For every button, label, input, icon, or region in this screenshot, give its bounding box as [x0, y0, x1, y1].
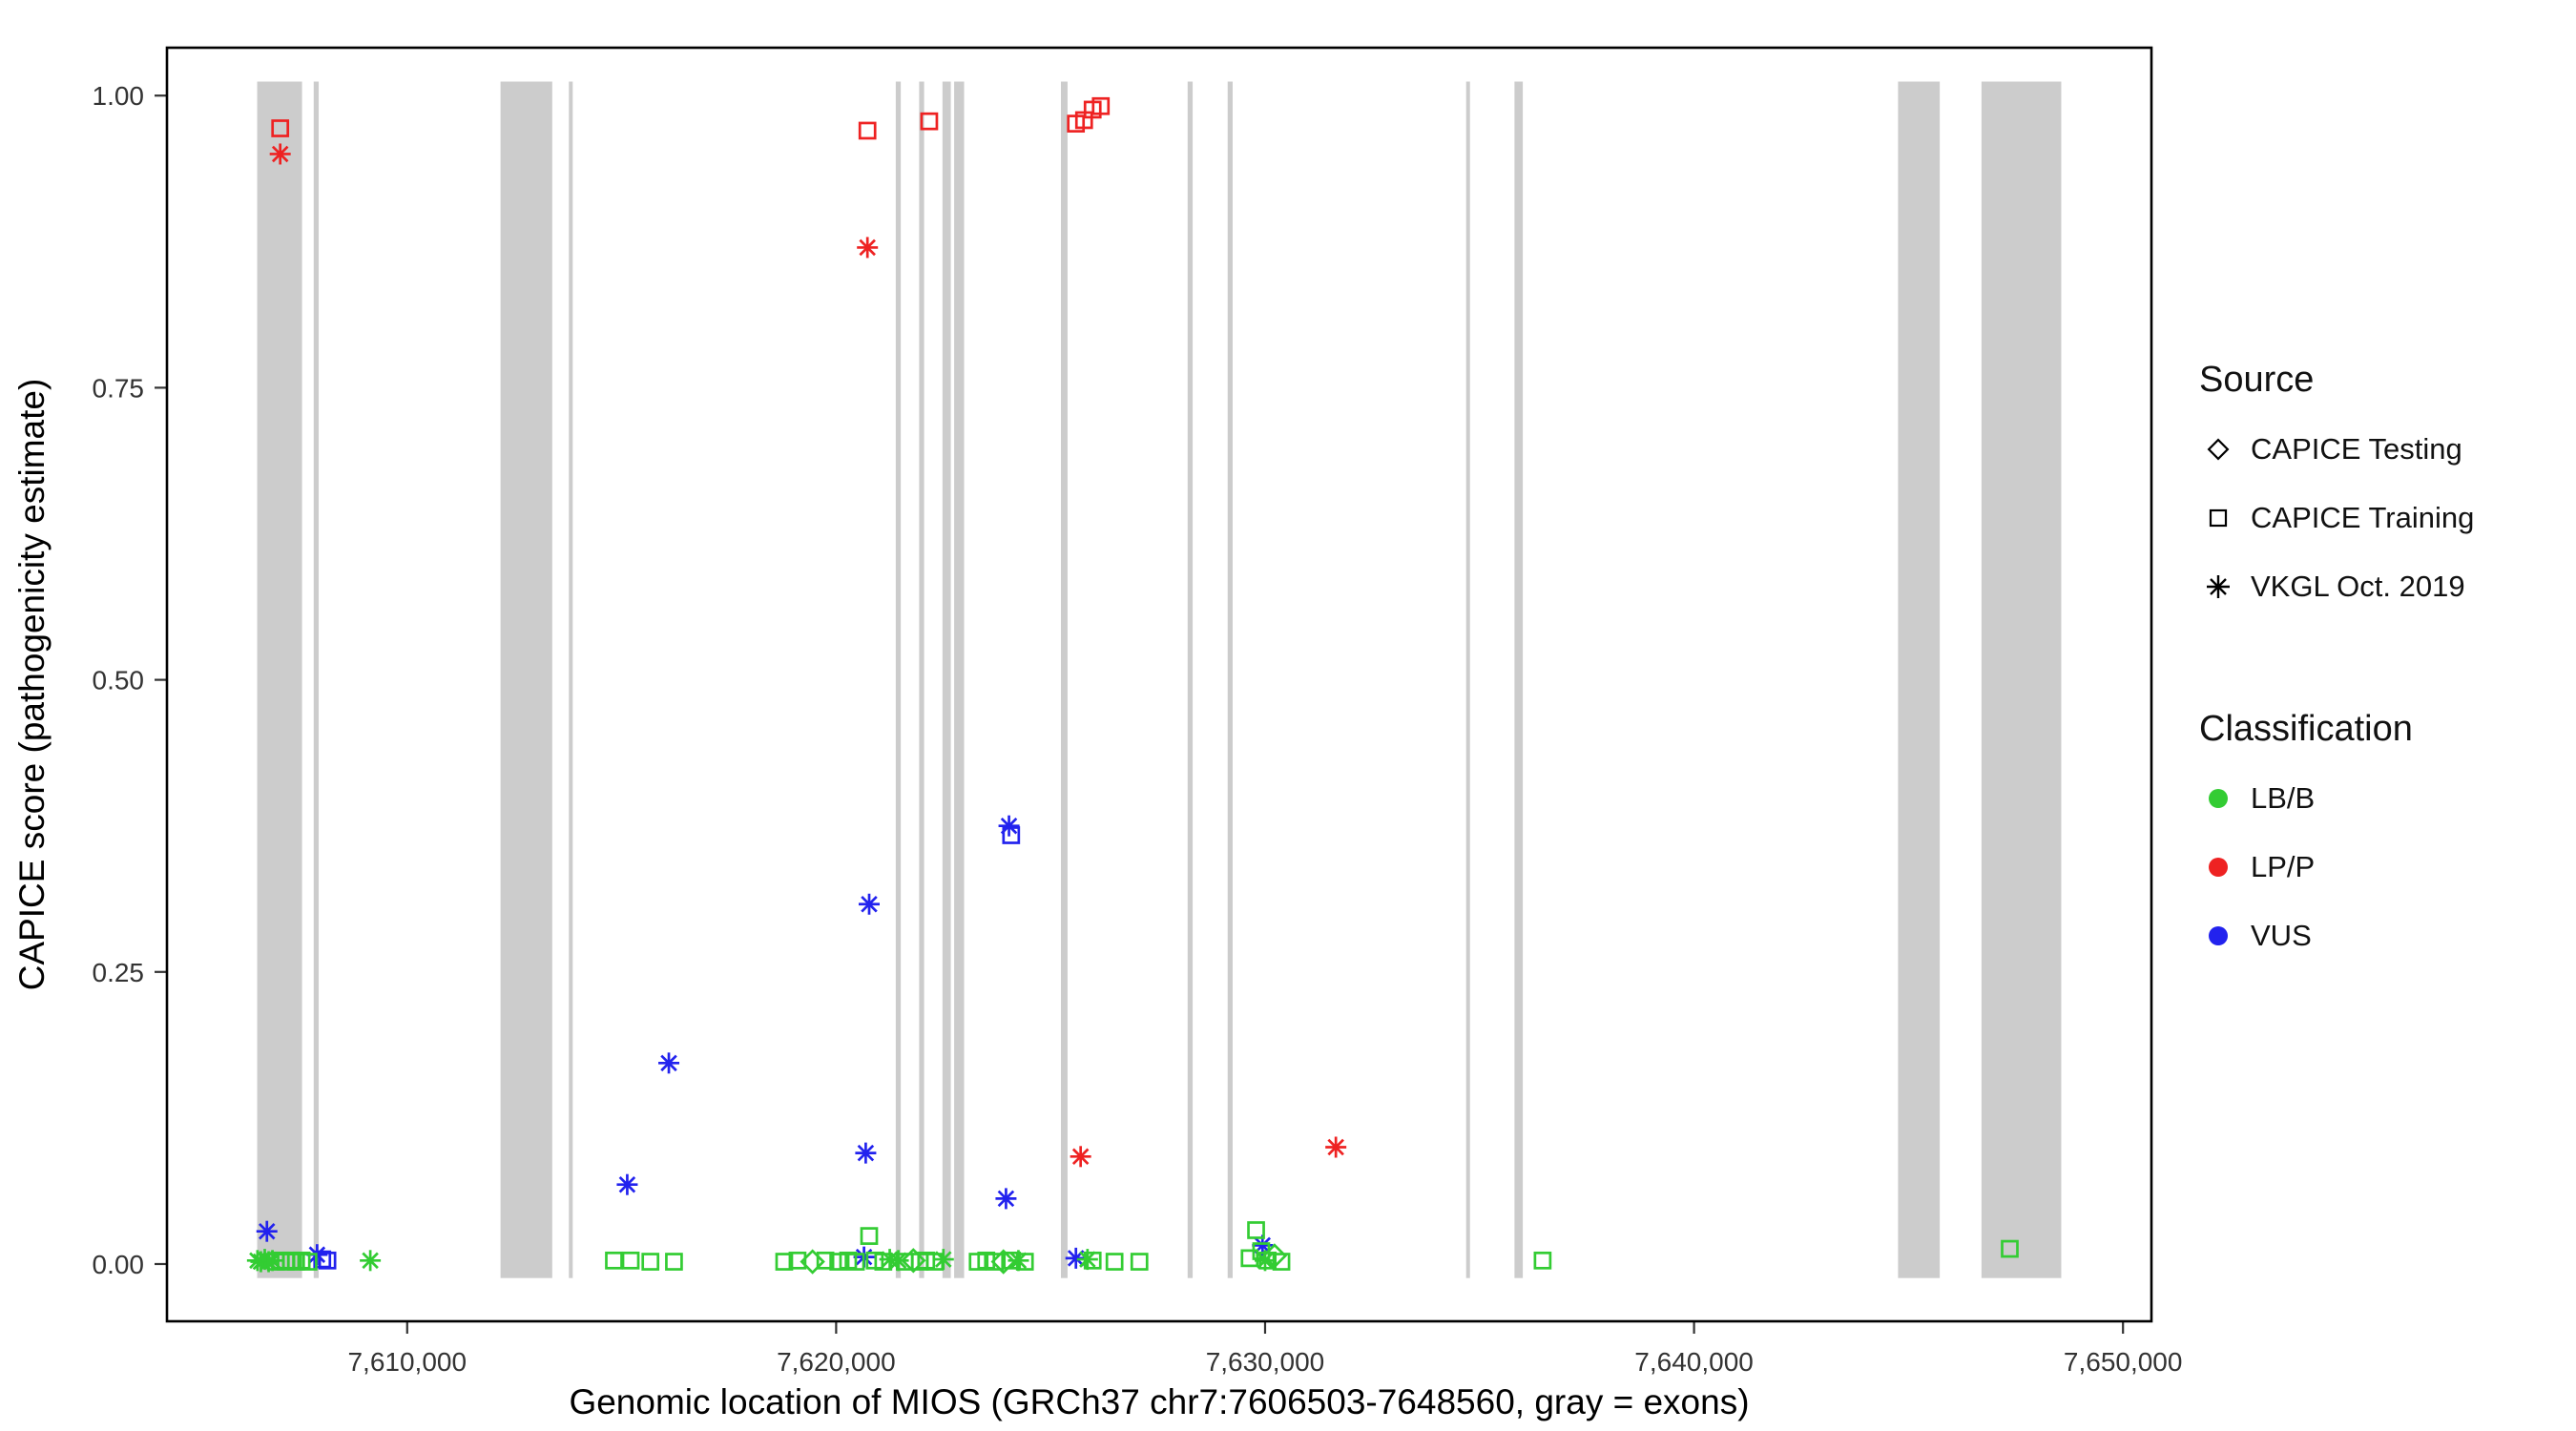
- data-point: [932, 1249, 954, 1271]
- data-point: [1272, 1253, 1291, 1271]
- exon-band: [569, 81, 573, 1278]
- x-tick-label: 7,610,000: [347, 1347, 467, 1377]
- asterisk-marker-icon: [2199, 568, 2237, 606]
- exon-band: [1187, 81, 1194, 1278]
- data-point: [1130, 1253, 1149, 1271]
- data-point: [1091, 96, 1111, 115]
- data-point: [318, 1251, 337, 1270]
- data-point: [860, 1227, 879, 1245]
- legend-source-group: Source CAPICE Testing CAPICE Training: [2199, 358, 2474, 621]
- x-axis-title: Genomic location of MIOS (GRCh37 chr7:76…: [569, 1382, 1749, 1421]
- data-point: [986, 1253, 1005, 1271]
- data-point: [616, 1173, 638, 1195]
- x-tick-label: 7,640,000: [1634, 1347, 1754, 1377]
- data-point: [360, 1250, 382, 1272]
- data-point: [995, 1188, 1017, 1210]
- data-point: [1083, 1251, 1102, 1270]
- y-tick-label: 0.00: [93, 1250, 145, 1279]
- data-point: [1533, 1251, 1552, 1270]
- data-point: [855, 1142, 877, 1164]
- x-tick-label: 7,650,000: [2064, 1347, 2183, 1377]
- data-point: [846, 1253, 865, 1271]
- legend-item-capice-testing: CAPICE Testing: [2199, 415, 2474, 484]
- legend-item-label: LB/B: [2251, 781, 2316, 815]
- data-point: [605, 1251, 623, 1270]
- exon-band: [942, 81, 951, 1278]
- data-point: [858, 121, 877, 140]
- data-point: [920, 112, 939, 131]
- data-point: [775, 1253, 794, 1271]
- legend-item-lpp: LP/P: [2199, 833, 2474, 902]
- exon-band: [919, 81, 924, 1278]
- x-tick-label: 7,630,000: [1206, 1347, 1325, 1377]
- y-tick-label: 0.25: [93, 958, 145, 987]
- data-point: [857, 237, 879, 259]
- exon-band: [1227, 81, 1233, 1278]
- data-point: [1261, 1243, 1288, 1269]
- exon-band: [1898, 81, 1941, 1278]
- data-point: [300, 1253, 318, 1271]
- exon-band: [954, 81, 965, 1278]
- data-point: [816, 1251, 835, 1270]
- exon-band: [1465, 81, 1470, 1278]
- data-point: [621, 1251, 640, 1270]
- y-tick-label: 0.75: [93, 373, 145, 403]
- data-point: [1070, 1146, 1091, 1168]
- legend: Source CAPICE Testing CAPICE Training: [2199, 358, 2474, 970]
- square-marker-icon: [2199, 499, 2237, 537]
- legend-classification-group: Classification LB/B LP/P VUS: [2199, 707, 2474, 970]
- y-tick-label: 1.00: [93, 81, 145, 111]
- red-dot-icon: [2199, 848, 2237, 886]
- exon-band: [1981, 81, 2062, 1278]
- legend-item-label: VKGL Oct. 2019: [2251, 570, 2465, 603]
- data-point: [1002, 826, 1021, 844]
- legend-classification-title: Classification: [2199, 709, 2413, 749]
- legend-item-label: LP/P: [2251, 850, 2316, 883]
- green-dot-icon: [2199, 779, 2237, 818]
- data-point: [641, 1253, 660, 1271]
- exon-band: [1514, 81, 1524, 1278]
- data-point: [1247, 1221, 1265, 1239]
- data-point: [1015, 1253, 1034, 1271]
- exon-band: [895, 81, 902, 1278]
- y-tick-label: 0.50: [93, 666, 145, 695]
- data-point: [256, 1220, 278, 1242]
- exon-band: [500, 81, 552, 1278]
- data-point: [859, 893, 881, 915]
- panel-border: [165, 46, 2153, 1323]
- data-point: [829, 1253, 847, 1271]
- exon-band: [257, 81, 302, 1278]
- legend-item-label: CAPICE Testing: [2251, 432, 2462, 466]
- exon-band: [1060, 81, 1068, 1278]
- y-axis-title: CAPICE score (pathogenicity estimate): [12, 379, 52, 991]
- legend-item-lbb: LB/B: [2199, 764, 2474, 833]
- blue-dot-icon: [2199, 917, 2237, 955]
- legend-item-capice-training: CAPICE Training: [2199, 484, 2474, 552]
- data-point: [665, 1253, 683, 1271]
- data-point: [269, 143, 291, 165]
- data-point: [2001, 1239, 2019, 1258]
- legend-item-label: CAPICE Training: [2251, 501, 2475, 534]
- data-point: [1105, 1253, 1124, 1271]
- data-point: [788, 1251, 807, 1270]
- exon-band: [313, 81, 320, 1278]
- data-point: [271, 119, 290, 137]
- legend-source-title: Source: [2199, 360, 2315, 400]
- legend-item-vkgl: VKGL Oct. 2019: [2199, 552, 2474, 621]
- data-point: [1325, 1136, 1347, 1158]
- diamond-marker-icon: [2199, 430, 2237, 468]
- legend-item-vus: VUS: [2199, 902, 2474, 970]
- data-point: [998, 815, 1020, 837]
- x-tick-label: 7,620,000: [777, 1347, 896, 1377]
- data-point: [658, 1052, 680, 1074]
- legend-item-label: VUS: [2251, 919, 2312, 952]
